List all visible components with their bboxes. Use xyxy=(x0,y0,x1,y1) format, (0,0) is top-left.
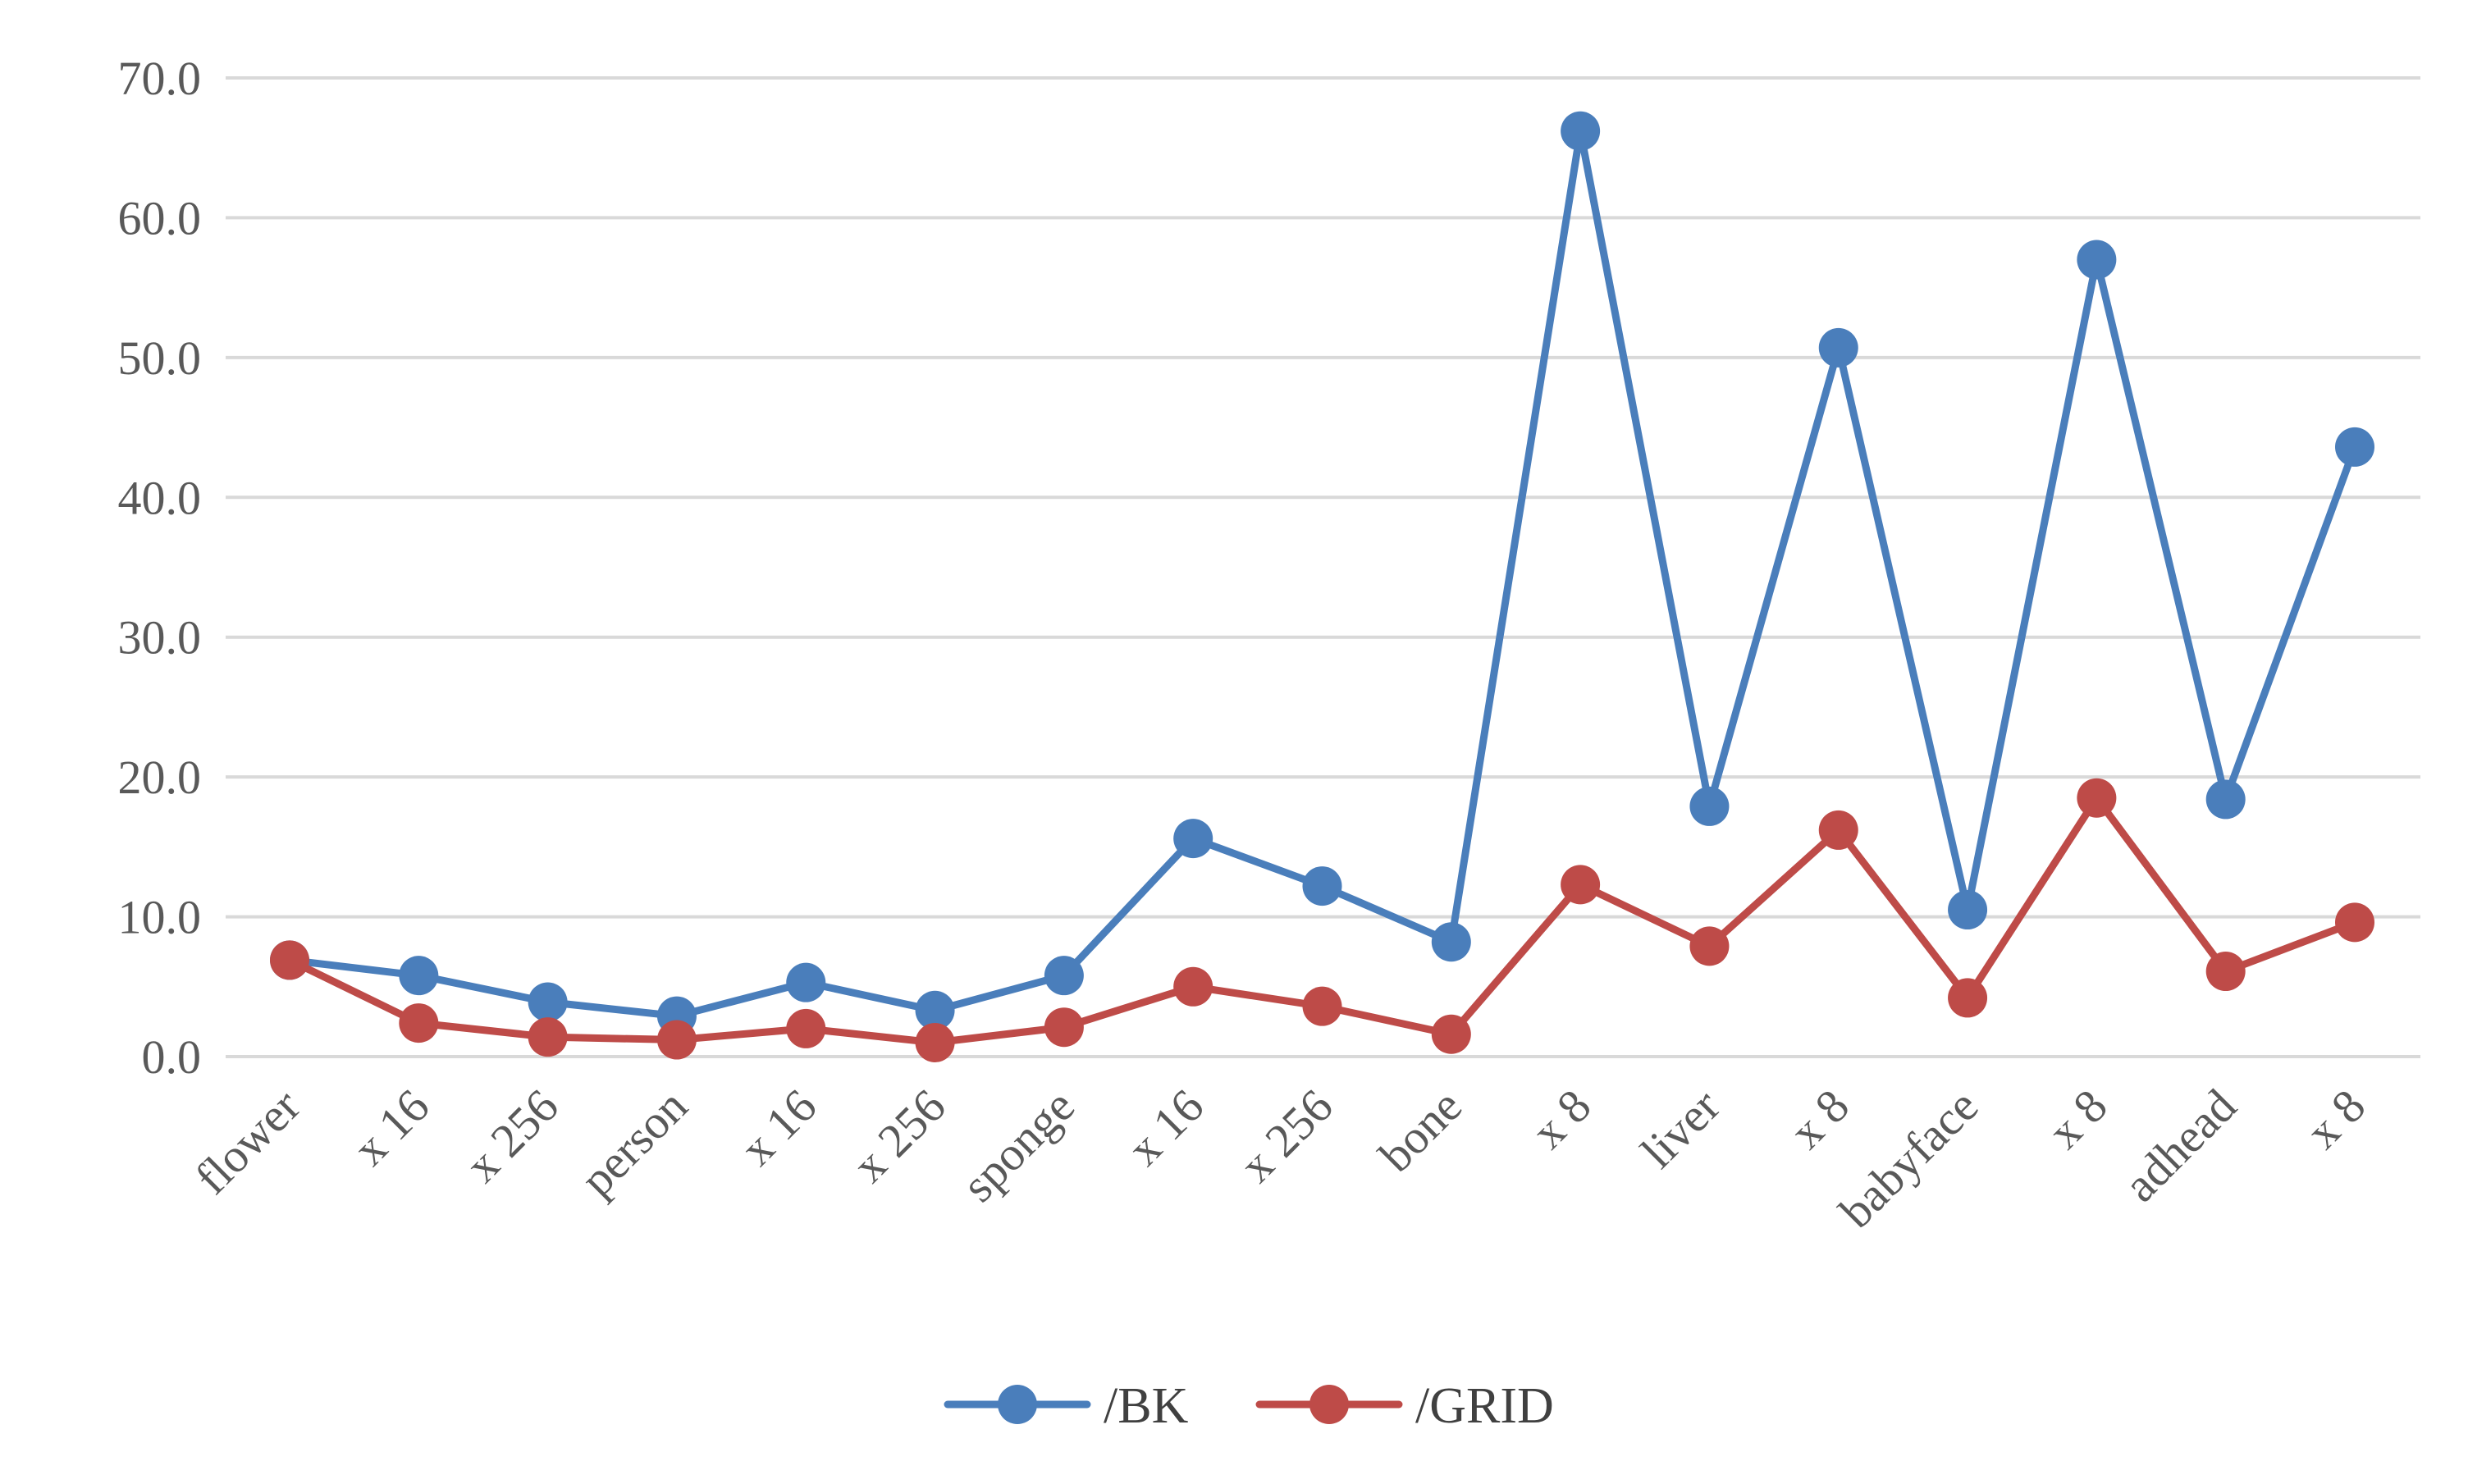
data-point xyxy=(2077,240,2117,280)
y-tick-label: 50.0 xyxy=(118,331,202,385)
data-point xyxy=(1689,786,1730,826)
x-tick-label: bone xyxy=(1369,1079,1472,1182)
legend-marker xyxy=(998,1385,1037,1424)
data-point xyxy=(2077,778,2117,818)
x-tick-label: x 16 xyxy=(730,1079,827,1176)
series-layer xyxy=(270,111,2374,1062)
data-point xyxy=(1431,922,1471,962)
x-tick-label: flower xyxy=(185,1079,310,1204)
x-tick-label: adhead xyxy=(2114,1079,2246,1212)
data-point xyxy=(656,1020,697,1060)
x-tick-label: x 256 xyxy=(1229,1079,1342,1192)
data-point xyxy=(2335,427,2374,467)
data-point xyxy=(1818,327,1858,368)
y-axis-tick-labels: 0.0 10.0 20.0 30.0 40.0 50.0 60.0 70.0 xyxy=(118,52,202,1084)
y-tick-label: 40.0 xyxy=(118,471,202,524)
data-point xyxy=(1689,926,1730,966)
y-tick-label: 70.0 xyxy=(118,52,202,105)
x-tick-label: x 16 xyxy=(1117,1079,1214,1176)
x-tick-label: x 8 xyxy=(2037,1079,2117,1158)
legend-entry: /GRID xyxy=(1255,1378,1554,1434)
gridlines xyxy=(226,76,2420,1058)
x-tick-label: x 256 xyxy=(455,1079,569,1192)
data-point xyxy=(1948,890,1988,930)
data-point xyxy=(1948,978,1988,1018)
data-point xyxy=(270,940,309,980)
data-point xyxy=(399,956,439,996)
legend-label: /BK xyxy=(1104,1378,1189,1434)
x-tick-label: x 8 xyxy=(1780,1079,1859,1158)
series-grid xyxy=(270,778,2374,1062)
data-point xyxy=(528,1017,568,1057)
legend-entry: /BK xyxy=(944,1378,1189,1434)
x-tick-label: x 8 xyxy=(2296,1079,2375,1158)
legend: /BK/GRID xyxy=(944,1378,1554,1434)
y-tick-label: 10.0 xyxy=(118,891,202,944)
data-point xyxy=(786,1008,826,1048)
x-tick-label: x 16 xyxy=(343,1079,440,1176)
data-point xyxy=(915,990,955,1030)
data-point xyxy=(1173,819,1213,859)
x-tick-label: person xyxy=(570,1079,697,1206)
data-point xyxy=(786,962,826,1002)
y-tick-label: 0.0 xyxy=(142,1030,202,1084)
data-point xyxy=(1561,111,1601,151)
data-point xyxy=(915,1022,955,1062)
data-point xyxy=(1818,810,1858,850)
data-point xyxy=(1044,1007,1084,1048)
y-tick-label: 20.0 xyxy=(118,751,202,804)
data-point xyxy=(1302,986,1342,1026)
x-tick-label: x 8 xyxy=(1521,1079,1601,1158)
data-point xyxy=(2205,779,2246,820)
data-point xyxy=(1431,1014,1471,1054)
data-point xyxy=(1044,956,1084,996)
series-bk xyxy=(270,111,2374,1036)
x-tick-label: babyface xyxy=(1829,1079,1988,1238)
legend-label: /GRID xyxy=(1415,1378,1554,1434)
y-tick-label: 60.0 xyxy=(118,191,202,244)
x-tick-label: liver xyxy=(1631,1079,1730,1178)
data-point xyxy=(2335,902,2374,943)
data-point xyxy=(2205,952,2246,992)
x-tick-label: x 256 xyxy=(843,1079,956,1192)
legend-marker xyxy=(1309,1385,1349,1424)
data-point xyxy=(1173,966,1213,1007)
x-tick-label: sponge xyxy=(952,1079,1085,1212)
data-point xyxy=(528,982,568,1022)
y-tick-label: 30.0 xyxy=(118,611,202,664)
data-point xyxy=(399,1003,439,1043)
data-point xyxy=(1302,866,1342,906)
data-point xyxy=(1561,865,1601,905)
